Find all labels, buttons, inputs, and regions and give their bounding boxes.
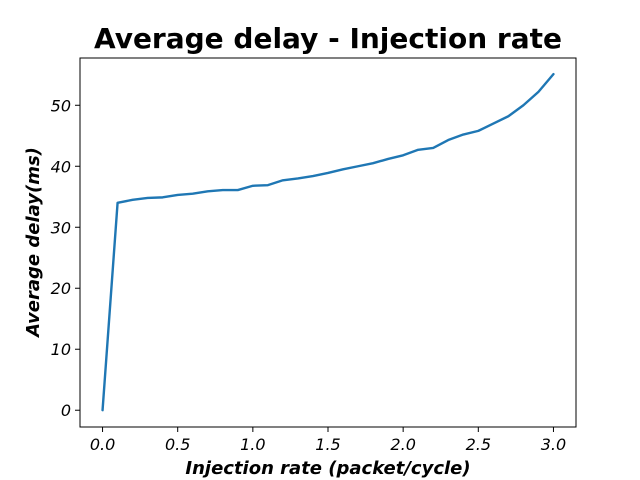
y-tick-label: 40 xyxy=(51,157,71,176)
x-tick-label: 1.0 xyxy=(240,435,265,454)
y-tick-label: 0 xyxy=(61,401,71,420)
series-group xyxy=(101,72,555,412)
y-axis-label: Average delay(ms) xyxy=(23,147,44,339)
x-tick-label: 2.0 xyxy=(390,435,415,454)
y-tick-label: 30 xyxy=(51,218,71,237)
x-tick-label: 1.5 xyxy=(315,435,340,454)
x-tick-label: 0.0 xyxy=(90,435,115,454)
series-line xyxy=(101,72,555,412)
x-axis-label: Injection rate (packet/cycle) xyxy=(185,458,470,479)
x-axis: 0.0 0.5 1.0 1.5 2.0 2.5 3.0 xyxy=(90,427,566,454)
x-tick-label: 2.5 xyxy=(466,435,491,454)
plot-area-frame xyxy=(79,57,577,428)
chart-title: Average delay - Injection rate xyxy=(94,22,562,55)
y-tick-label: 20 xyxy=(51,279,71,298)
x-tick-label: 3.0 xyxy=(541,435,566,454)
x-tick-label: 0.5 xyxy=(165,435,190,454)
y-axis: 0 10 20 30 40 50 xyxy=(51,96,80,420)
y-tick-label: 50 xyxy=(51,96,71,115)
y-tick-label: 10 xyxy=(51,340,71,359)
